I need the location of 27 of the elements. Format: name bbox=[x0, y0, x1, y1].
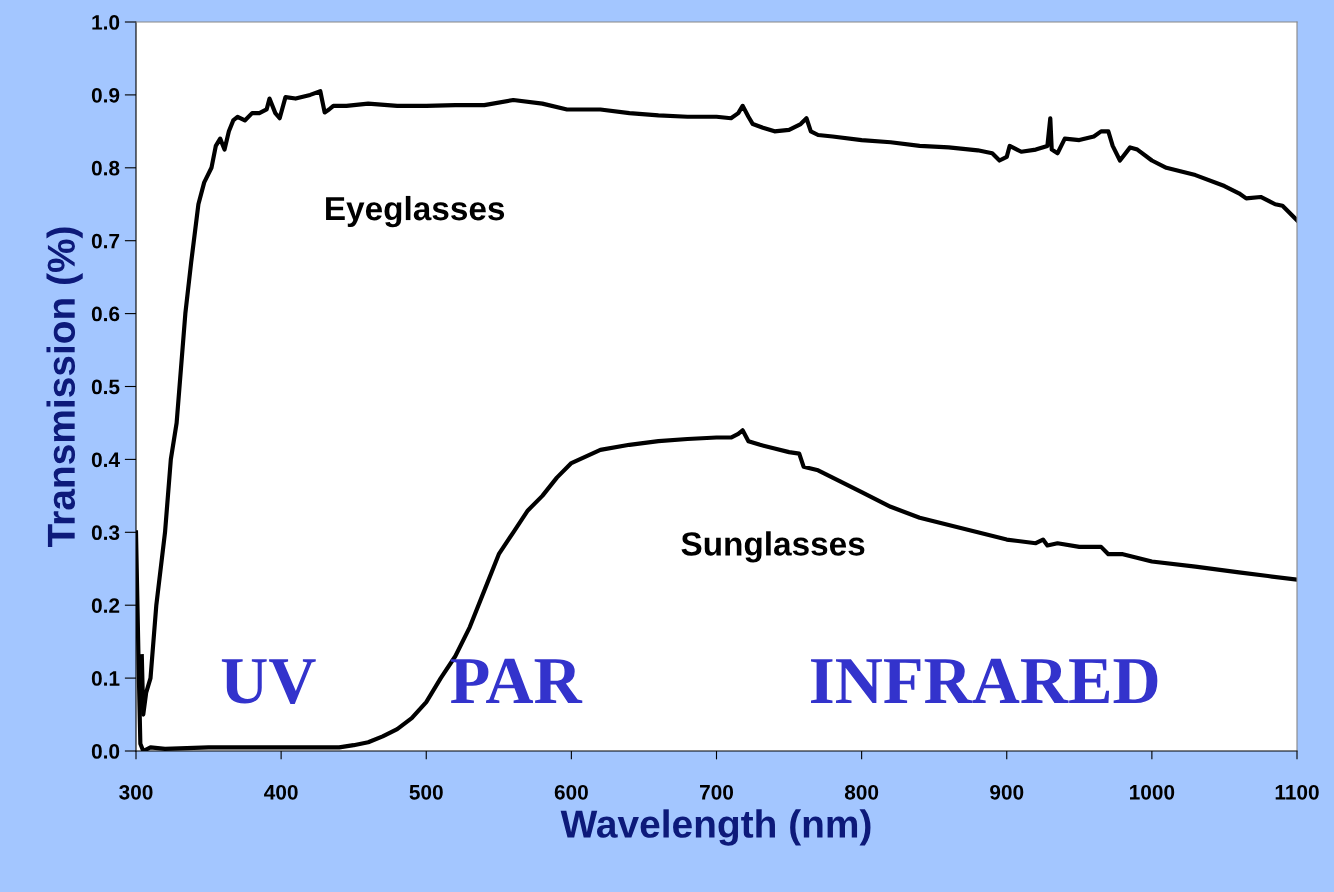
x-axis-title: Wavelength (nm) bbox=[560, 809, 871, 846]
annotation: INFRARED bbox=[811, 658, 1158, 704]
x-tick-label: 600 bbox=[554, 784, 588, 800]
y-tick-label: 0.0 bbox=[91, 744, 120, 759]
y-tick-label: 0.3 bbox=[91, 525, 120, 541]
series-label: Sunglasses bbox=[681, 531, 865, 563]
x-tick-label: 900 bbox=[990, 784, 1024, 800]
text: Eyeglasses bbox=[326, 195, 505, 228]
x-tick-label: 500 bbox=[409, 784, 443, 800]
y-tick-label: 0.2 bbox=[91, 598, 120, 613]
x-tick-label: 700 bbox=[700, 784, 734, 800]
x-tick-label: 1000 bbox=[1130, 784, 1175, 800]
y-tick-label: 0.7 bbox=[91, 233, 120, 249]
annotation: PAR bbox=[450, 658, 583, 703]
y-tick-label: 0.6 bbox=[91, 306, 120, 322]
y-tick-label: 0.8 bbox=[91, 160, 120, 176]
x-tick-label: 1100 bbox=[1275, 784, 1319, 800]
y-axis-title: Transmission (%) bbox=[46, 227, 83, 548]
x-tick-label: 800 bbox=[844, 784, 879, 800]
annotation: UV bbox=[221, 659, 316, 704]
y-tick-label: 0.4 bbox=[91, 452, 120, 468]
x-tick-label: 300 bbox=[119, 784, 153, 800]
y-tick-label: 0.9 bbox=[91, 87, 120, 103]
x-tick-label: 400 bbox=[264, 784, 298, 800]
y-tick-label: 0.1 bbox=[91, 671, 120, 686]
y-tick-label: 0.5 bbox=[91, 379, 120, 395]
y-tick-label: 1.0 bbox=[92, 15, 120, 30]
